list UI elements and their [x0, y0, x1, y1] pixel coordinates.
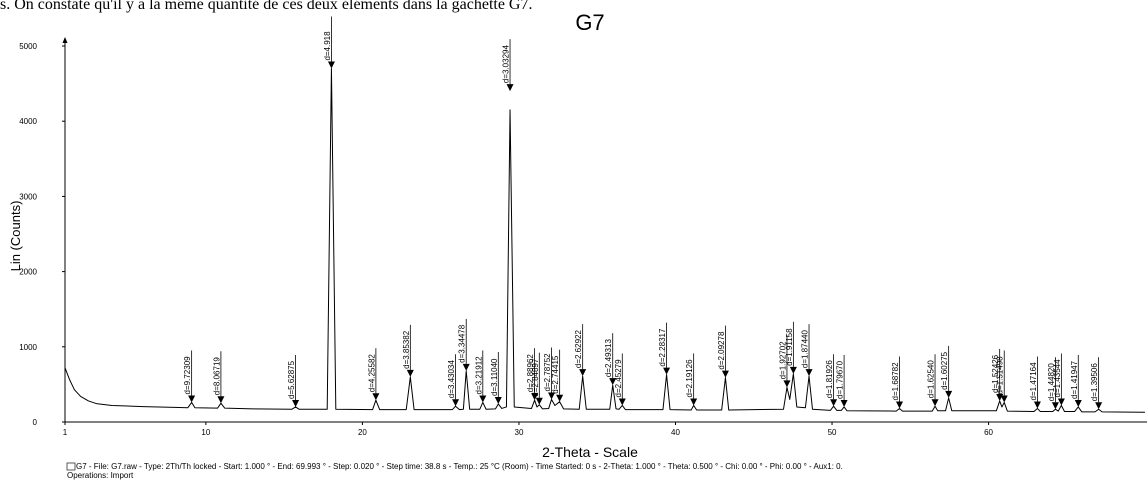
peak-marker [931, 399, 939, 407]
peak-label: d=2.74415 [551, 355, 560, 394]
peak-label: d=1.91158 [785, 328, 794, 366]
peak-marker [1074, 399, 1082, 407]
peak-marker [535, 397, 543, 405]
peak-marker [406, 369, 414, 377]
peak-marker [721, 370, 729, 378]
peak-marker [1033, 401, 1041, 409]
peak-label: d=2.45279 [614, 359, 623, 398]
data-line [64, 68, 1145, 413]
peak-marker [217, 396, 225, 404]
peak-label: d=1.51498 [996, 356, 1005, 395]
peak-marker [830, 399, 838, 407]
peak-label: d=1.60275 [940, 351, 949, 390]
peak-label: d=5.62875 [287, 360, 296, 399]
x-tick-label: 60 [984, 428, 993, 437]
peak-marker [609, 378, 617, 386]
peak-marker [188, 395, 196, 403]
peak-label: d=1.39506 [1090, 363, 1099, 402]
y-axis-label: Lin (Counts) [8, 201, 23, 272]
peak-marker [618, 398, 626, 406]
peak-label: d=1.62540 [927, 360, 936, 399]
peak-label: d=2.19126 [685, 359, 694, 398]
peak-label: d=2.78752 [543, 353, 552, 392]
peak-label: d=1.44820 [1047, 363, 1056, 402]
footer-icon [66, 462, 76, 471]
peak-label: d=2.88962 [526, 354, 535, 393]
peak-label: d=1.68782 [891, 362, 900, 401]
peak-label: d=1.79670 [836, 360, 845, 399]
peak-marker [531, 393, 539, 401]
y-tick-label: 4000 [19, 117, 37, 126]
footer-line: G7 - File: G7.raw - Type: 2Th/Th locked … [76, 462, 843, 471]
peak-label: d=1.43544 [1053, 359, 1062, 398]
y-tick-label: 5000 [19, 42, 37, 51]
peak-marker [783, 380, 791, 388]
x-tick-label: 40 [671, 428, 680, 437]
peak-marker [1057, 398, 1065, 406]
peak-label: d=3.43034 [447, 360, 456, 399]
peak-label: d=2.62922 [574, 330, 583, 369]
peak-label: d=3.11040 [490, 358, 499, 396]
peak-label: d=4.25582 [367, 354, 376, 393]
peak-marker [1095, 402, 1103, 410]
peak-marker [506, 84, 514, 92]
peak-marker [292, 399, 300, 407]
peak-marker [690, 398, 698, 406]
peak-marker [663, 367, 671, 375]
chart-title: G7 [575, 10, 604, 35]
x-tick-label: 10 [201, 428, 210, 437]
peak-marker [479, 395, 487, 403]
peak-marker [789, 366, 797, 374]
y-tick-label: 0 [33, 418, 38, 427]
x-axis-label: 2-Theta - Scale [542, 444, 638, 460]
peak-label: d=3.03294 [502, 45, 511, 84]
peak-marker [494, 396, 502, 404]
peak-marker [945, 390, 953, 398]
peak-label: d=3.34478 [458, 324, 467, 363]
peak-marker [805, 369, 813, 377]
peak-marker [1051, 402, 1059, 410]
peak-marker [840, 399, 848, 407]
y-tick-label: 1000 [19, 343, 37, 352]
peak-label: d=9.72309 [183, 356, 192, 395]
peak-label: d=2.09278 [717, 331, 726, 370]
peak-marker [452, 399, 460, 407]
peak-label: d=1.41947 [1070, 360, 1079, 399]
peak-marker [579, 369, 587, 377]
peak-marker [896, 401, 904, 409]
y-tick-label: 2000 [19, 268, 37, 277]
peak-label: d=1.52426 [991, 354, 1000, 393]
peak-label: d=8.06719 [212, 357, 221, 396]
y-axis-arrow [62, 37, 68, 43]
peak-marker [1000, 395, 1008, 403]
peak-label: d=2.28317 [658, 328, 667, 367]
peak-label: d=4.918 [323, 31, 332, 61]
x-tick-label: 1 [63, 428, 68, 437]
peak-label: d=3.85382 [402, 330, 411, 369]
peak-marker [372, 393, 380, 401]
page-text: s. On constate qu'il y a la même quantit… [0, 0, 532, 13]
x-tick-label: 30 [515, 428, 524, 437]
x-tick-label: 50 [828, 428, 837, 437]
peak-marker [462, 363, 470, 371]
peak-label: d=2.84897 [531, 358, 540, 397]
peak-label: d=1.92702 [778, 341, 787, 380]
peak-label: d=1.47164 [1029, 362, 1038, 401]
peak-marker [548, 392, 556, 400]
peak-label: d=1.81926 [825, 360, 834, 399]
x-tick-label: 20 [358, 428, 367, 437]
footer-line: Operations: Import [67, 471, 134, 480]
peak-marker [327, 61, 335, 69]
y-tick-label: 3000 [19, 192, 37, 201]
peak-label: d=3.21912 [474, 356, 483, 395]
peak-marker [556, 394, 564, 402]
peak-label: d=2.49313 [604, 339, 613, 378]
peak-label: d=1.87440 [801, 330, 810, 369]
